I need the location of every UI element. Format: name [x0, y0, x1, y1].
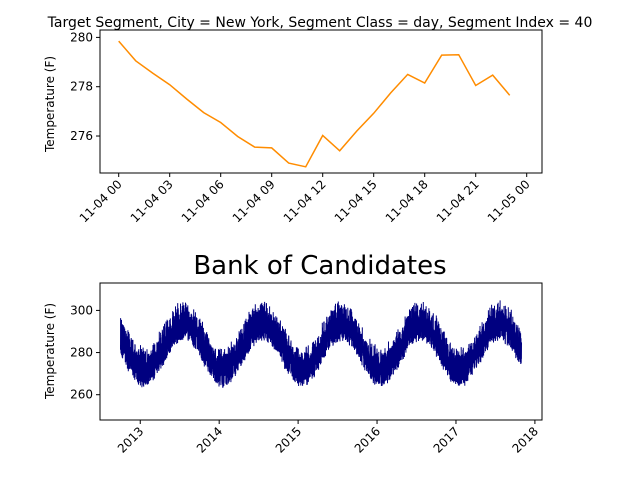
x-tick-label: 2018: [510, 424, 541, 455]
plot-frame: [99, 282, 543, 421]
plot-area: 276 278 280 11-04 00 11-04 03 11-04 06 11-04 0…: [70, 29, 543, 225]
x-tick-label: 2015: [273, 424, 304, 455]
chart-title: Target Segment, City = New York, Segment…: [47, 15, 593, 31]
x-tick-label: 2017: [431, 424, 462, 455]
y-tick-label: 300: [70, 303, 93, 317]
x-tick-label: 2016: [352, 424, 383, 455]
x-tick-label: 11-04 21: [434, 177, 482, 225]
series-line: [118, 40, 511, 168]
y-axis-label: Temperature (F): [43, 56, 57, 153]
x-tick-label: 11-04 03: [128, 177, 176, 225]
y-tick-label: 280: [70, 30, 93, 44]
series-line: [120, 300, 522, 388]
x-tick-label: 11-04 09: [230, 177, 278, 225]
x-tick-label: 2013: [115, 424, 146, 455]
x-tick-label: 2014: [194, 424, 225, 455]
plot-frame: [99, 29, 543, 174]
x-tick-label: 11-05 00: [485, 177, 533, 225]
x-tick-label: 11-04 18: [383, 177, 431, 225]
y-axis-label: Temperature (F): [43, 303, 57, 400]
y-tick-label: 260: [70, 388, 93, 402]
plot-area: 260 280 300 2013 2014 2015 2016 2017 2018: [70, 282, 543, 456]
chart-title: Bank of Candidates: [193, 251, 446, 281]
y-tick-label: 276: [70, 129, 93, 143]
y-tick-label: 280: [70, 346, 93, 360]
x-tick-label: 11-04 06: [179, 177, 227, 225]
x-tick-label: 11-04 12: [281, 177, 329, 225]
candidates-chart: Bank of Candidates Temperature (F) 260 28…: [43, 251, 543, 456]
x-tick-label: 11-04 00: [77, 177, 125, 225]
x-tick-label: 11-04 15: [332, 177, 380, 225]
y-tick-label: 278: [70, 80, 93, 94]
target-segment-chart: Target Segment, City = New York, Segment…: [43, 15, 592, 225]
